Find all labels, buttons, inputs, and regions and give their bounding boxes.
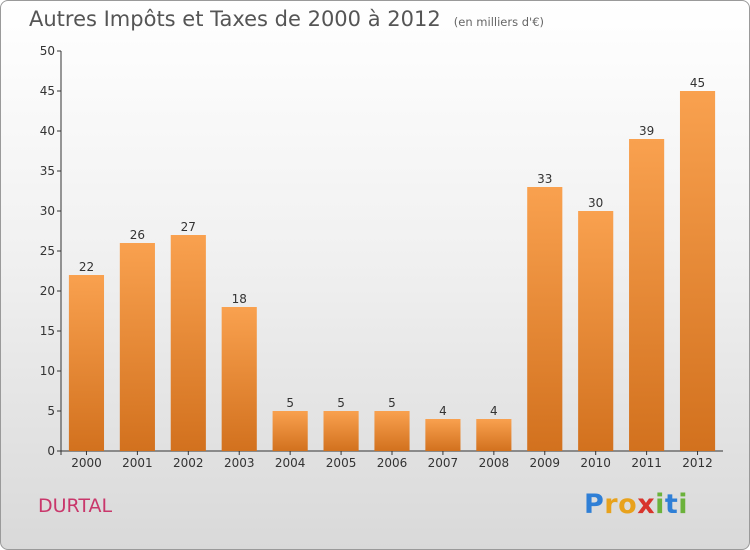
x-tick-label: 2008 bbox=[479, 456, 510, 470]
data-label: 33 bbox=[537, 172, 552, 186]
logo-letter: i bbox=[678, 489, 689, 520]
bar bbox=[323, 411, 359, 451]
y-tick-label: 0 bbox=[47, 444, 55, 458]
y-tick-label: 35 bbox=[40, 164, 55, 178]
bar bbox=[170, 235, 206, 451]
x-tick-label: 2003 bbox=[224, 456, 255, 470]
bar bbox=[272, 411, 308, 451]
bar bbox=[679, 91, 716, 451]
y-tick-label: 5 bbox=[47, 404, 55, 418]
logo-letter: o bbox=[618, 489, 638, 520]
y-tick-label: 50 bbox=[40, 44, 55, 58]
x-tick-label: 2005 bbox=[326, 456, 357, 470]
data-label: 5 bbox=[286, 396, 294, 410]
data-label: 5 bbox=[337, 396, 345, 410]
y-tick-label: 25 bbox=[40, 244, 55, 258]
bar bbox=[629, 139, 665, 451]
logo-letter: i bbox=[655, 489, 665, 520]
data-label: 30 bbox=[588, 196, 603, 210]
data-label: 4 bbox=[439, 404, 447, 418]
y-tick-label: 30 bbox=[40, 204, 55, 218]
title-line: Autres Impôts et Taxes de 2000 à 2012 (e… bbox=[29, 7, 544, 31]
y-tick-label: 45 bbox=[40, 84, 55, 98]
data-label: 5 bbox=[388, 396, 396, 410]
town-name: DURTAL bbox=[38, 495, 113, 517]
bar bbox=[578, 211, 614, 451]
x-tick-label: 2010 bbox=[580, 456, 611, 470]
proxiti-logo: Proxiti bbox=[584, 489, 688, 520]
x-tick-label: 2004 bbox=[275, 456, 306, 470]
data-label: 22 bbox=[79, 260, 94, 274]
x-tick-label: 2001 bbox=[122, 456, 153, 470]
x-tick-label: 2009 bbox=[529, 456, 560, 470]
bar bbox=[119, 243, 155, 451]
logo-letter: t bbox=[664, 489, 679, 520]
bar bbox=[221, 307, 257, 451]
x-tick-label: 2002 bbox=[173, 456, 204, 470]
bar bbox=[68, 275, 105, 451]
data-label: 27 bbox=[181, 220, 196, 234]
x-tick-label: 2011 bbox=[631, 456, 662, 470]
x-tick-label: 2000 bbox=[71, 456, 102, 470]
y-tick-label: 15 bbox=[40, 324, 55, 338]
bar bbox=[527, 187, 563, 451]
y-tick-label: 20 bbox=[40, 284, 55, 298]
bar bbox=[476, 419, 512, 451]
y-tick-label: 10 bbox=[40, 364, 55, 378]
data-label: 4 bbox=[490, 404, 498, 418]
logo-letter: x bbox=[637, 489, 656, 520]
x-tick-label: 2007 bbox=[428, 456, 459, 470]
data-label: 39 bbox=[639, 124, 654, 138]
data-label: 45 bbox=[690, 76, 705, 90]
bar bbox=[425, 419, 461, 451]
chart-title: Autres Impôts et Taxes de 2000 à 2012 bbox=[29, 7, 441, 31]
logo-letter: P bbox=[584, 489, 605, 520]
data-label: 26 bbox=[130, 228, 145, 242]
logo-letter: r bbox=[604, 489, 619, 520]
x-tick-label: 2012 bbox=[682, 456, 713, 470]
chart-subtitle: (en milliers d'€) bbox=[453, 15, 544, 29]
x-tick-label: 2006 bbox=[377, 456, 408, 470]
y-tick-label: 40 bbox=[40, 124, 55, 138]
bar bbox=[374, 411, 410, 451]
data-label: 18 bbox=[232, 292, 247, 306]
